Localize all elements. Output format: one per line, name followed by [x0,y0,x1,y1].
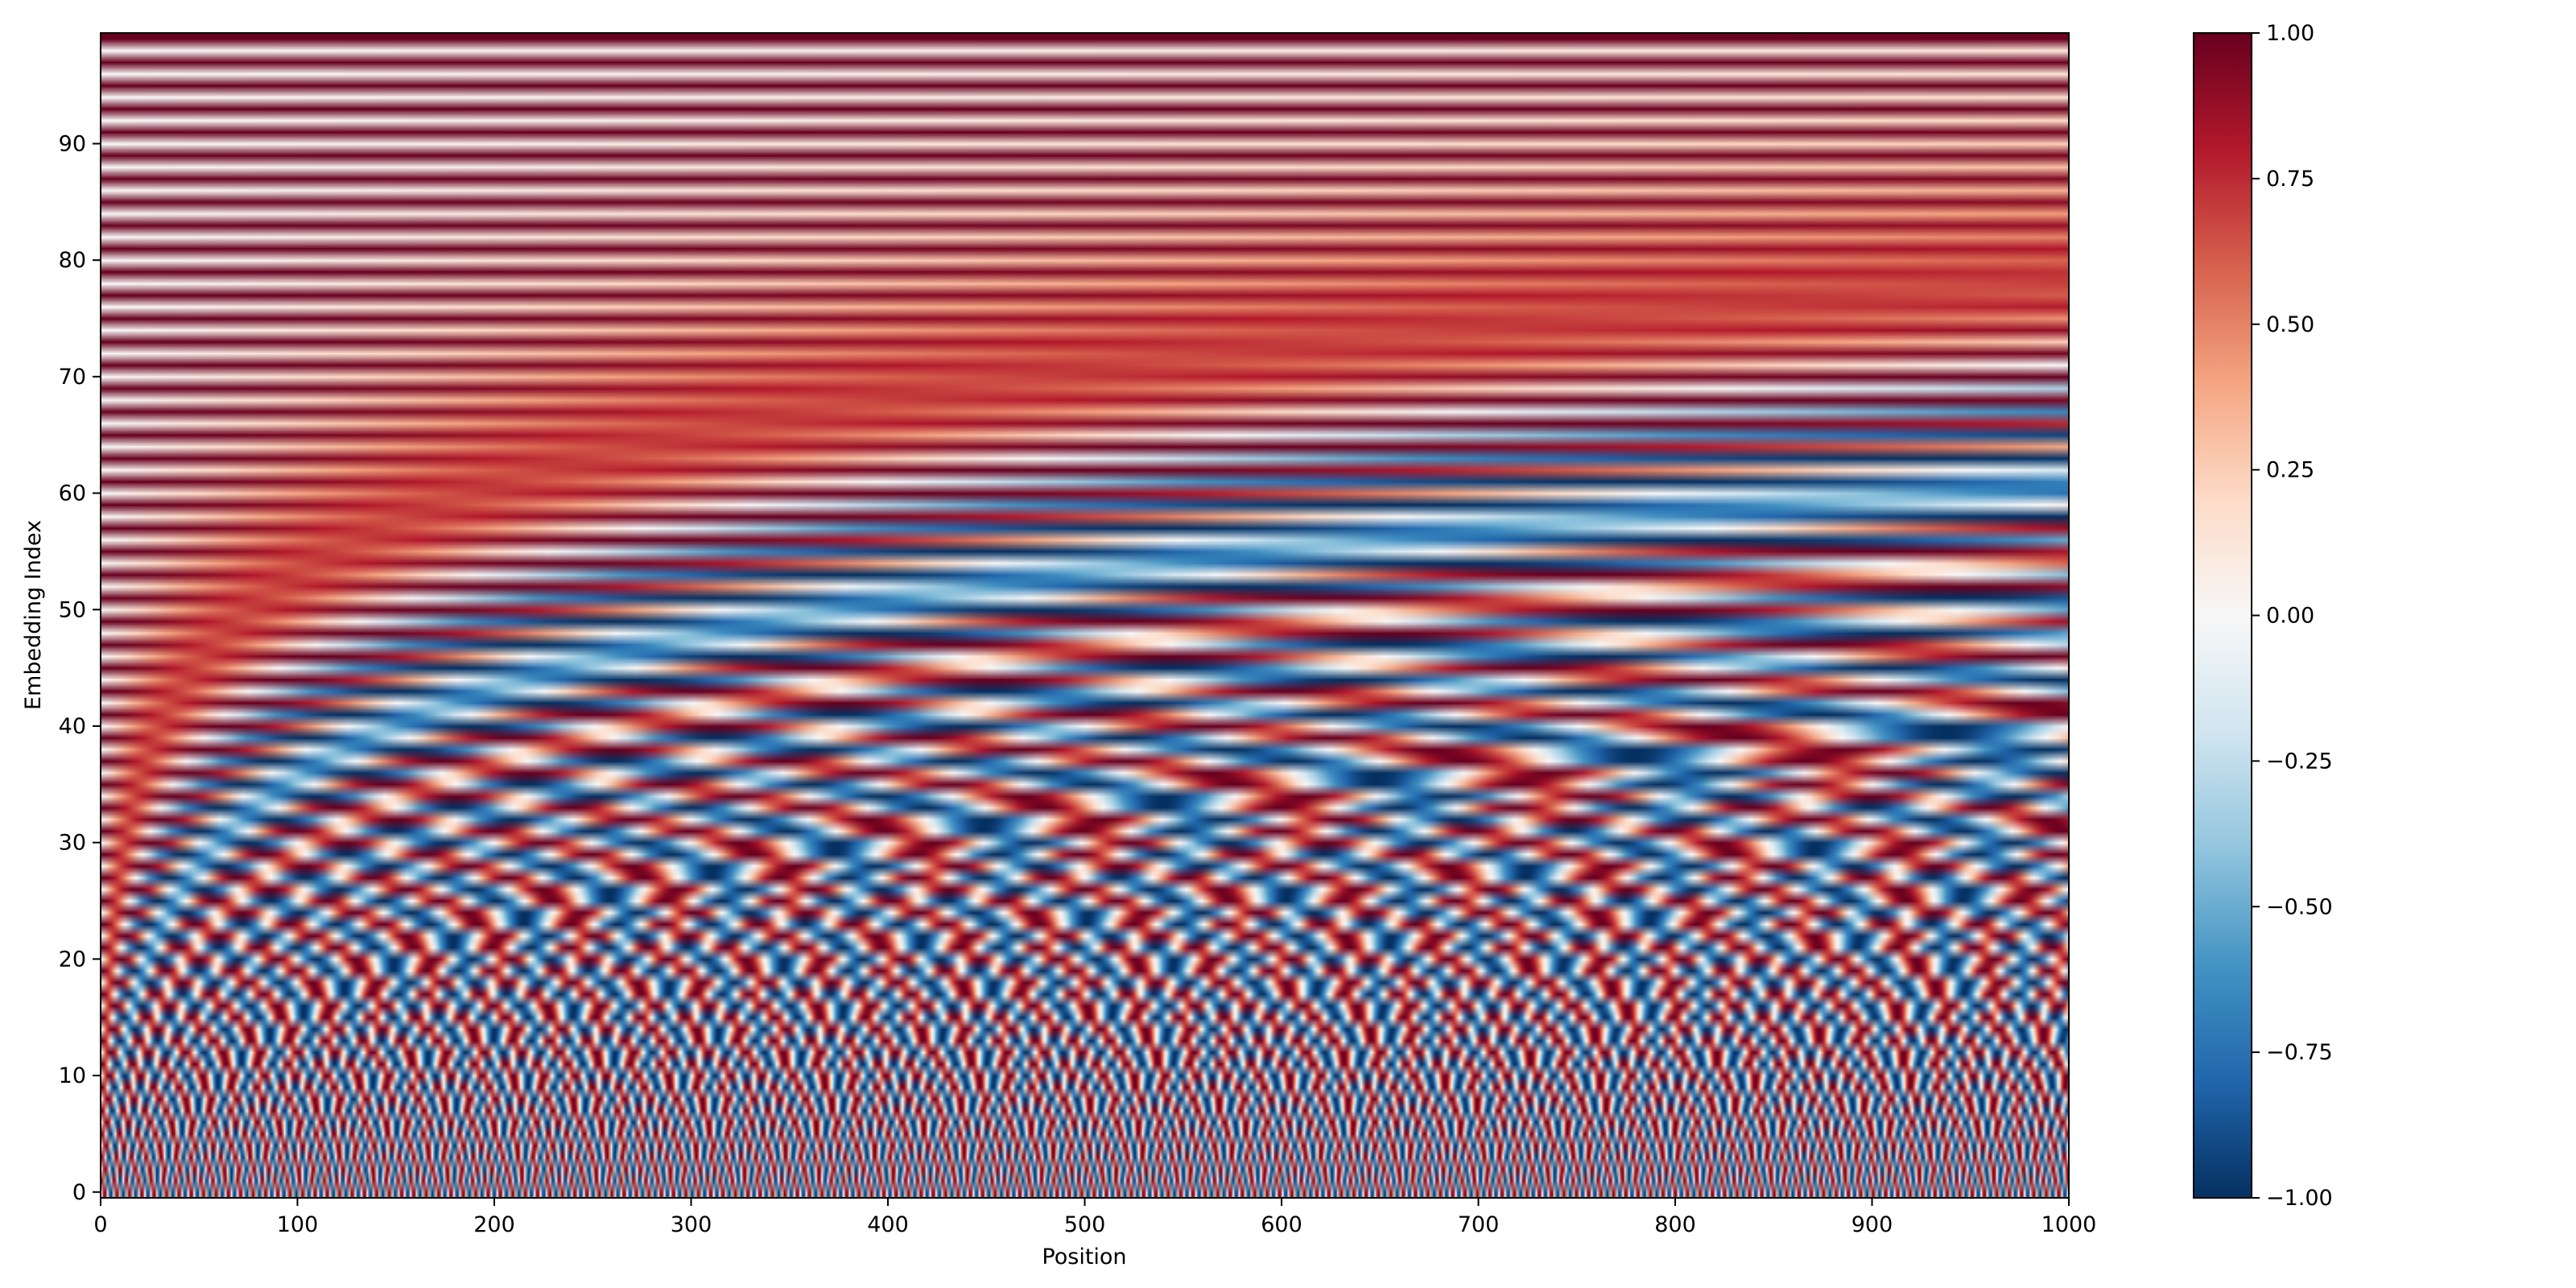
colorbar-tick-label: 1.00 [2266,21,2314,46]
x-tick-label: 300 [671,1212,712,1237]
y-tick-label: 70 [59,365,86,390]
colorbar-tick-label: −1.00 [2266,1186,2333,1211]
x-tick-label: 900 [1852,1212,1893,1237]
y-tick-label: 0 [72,1180,86,1205]
colorbar-ticks: 1.00 0.75 0.50 0.25 0.00 −0.25 −0.50 −0.75 −1.00 [2252,21,2333,1211]
heatmap-cells [101,33,2069,1198]
y-tick-label: 60 [59,481,86,506]
x-tick-label: 800 [1654,1212,1696,1237]
heatmap-plot: 0 100 200 300 400 500 600 700 800 900 1000 0 10 20 30… [21,32,2096,1269]
colorbar-tick-label: −0.25 [2266,749,2333,774]
colorbar-tick-label: 0.75 [2266,167,2314,192]
x-tick-label: 200 [473,1212,515,1237]
x-tick-label: 500 [1064,1212,1106,1237]
y-axis-ticks: 0 10 20 30 40 50 60 70 80 90 [59,131,101,1205]
colorbar-gradient [2193,32,2252,1199]
colorbar-tick-label: 0.00 [2266,604,2314,629]
x-tick-label: 400 [867,1212,909,1237]
y-tick-label: 40 [59,714,86,739]
x-tick-label: 0 [93,1212,107,1237]
y-tick-label: 30 [59,831,86,856]
y-tick-label: 20 [59,947,86,972]
x-tick-label: 1000 [2041,1212,2097,1237]
colorbar-tick-label: −0.50 [2266,894,2333,919]
y-tick-label: 10 [59,1063,86,1088]
colorbar-tick-label: 0.50 [2266,312,2314,337]
colorbar-tick-label: 0.25 [2266,458,2314,483]
colorbar-tick-label: −0.75 [2266,1040,2333,1065]
y-axis-label: Embedding Index [21,520,46,710]
y-tick-label: 80 [59,248,86,273]
x-axis-ticks: 0 100 200 300 400 500 600 700 800 900 1000 [93,1198,2096,1237]
colorbar: 1.00 0.75 0.50 0.25 0.00 −0.25 −0.50 −0.75 −1.00 [2193,21,2333,1211]
y-tick-label: 50 [59,597,86,622]
x-axis-label: Position [1042,1245,1126,1269]
x-tick-label: 700 [1458,1212,1500,1237]
x-tick-label: 600 [1261,1212,1302,1237]
y-tick-label: 90 [59,131,86,156]
x-tick-label: 100 [277,1212,319,1237]
